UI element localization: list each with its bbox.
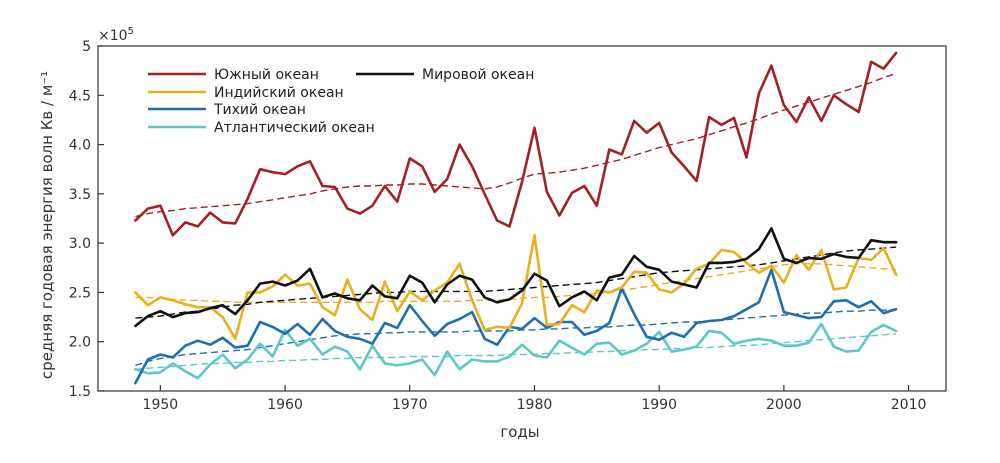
- y-multiplier-base: ×10: [98, 28, 128, 44]
- x-tick-label: 1990: [641, 397, 677, 413]
- axes-frame: [97, 45, 947, 392]
- y-axis-title: средняя годовая энергия волн Кв / м⁻¹: [38, 71, 56, 379]
- legend-label-1: Мировой океан: [422, 67, 534, 83]
- series-lines: [134, 51, 898, 385]
- x-axis: 1950 1960 1970 1980 1990 2000 2010: [143, 385, 927, 413]
- y-tick-label: 4.0: [69, 138, 91, 154]
- x-tick-label: 2000: [766, 397, 802, 413]
- legend-label-3: Тихий океан: [213, 102, 306, 118]
- y-tick-label: 5: [82, 39, 91, 55]
- x-tick-label: 1980: [517, 397, 553, 413]
- y-tick-label: 3.5: [69, 187, 91, 203]
- y-multiplier-exponent: 5: [128, 26, 134, 37]
- x-tick-label: 1950: [143, 397, 179, 413]
- y-axis-multiplier: ×105: [98, 26, 134, 44]
- y-tick-label: 4.5: [69, 88, 91, 104]
- series-4-trend-line: [135, 333, 897, 370]
- y-tick-label: 3.0: [69, 236, 91, 252]
- series-0-line: [134, 51, 898, 237]
- series-1-line: [134, 227, 898, 328]
- x-axis-title: годы: [500, 423, 539, 441]
- series-0-trend-line: [135, 72, 897, 218]
- y-axis: 1.5 2.0 2.5 3.0 3.5 4.0 4.5 5: [69, 39, 104, 400]
- legend-label-0: Южный океан: [214, 67, 319, 83]
- trend-lines: [135, 72, 897, 370]
- series-4-line: [134, 322, 898, 380]
- y-tick-label: 2.0: [69, 335, 91, 351]
- series-3-line: [134, 268, 898, 385]
- legend: Южный океан Мировой океан Индийский океанТ…: [148, 67, 534, 136]
- series-2-line: [134, 234, 898, 341]
- x-tick-label: 1960: [267, 397, 303, 413]
- x-tick-label: 2010: [891, 397, 927, 413]
- legend-label-2: Индийский океан: [214, 85, 344, 101]
- series-1-trend-line: [135, 246, 897, 319]
- x-tick-label: 1970: [392, 397, 428, 413]
- y-tick-label: 1.5: [69, 384, 91, 400]
- legend-label-4: Атлантический океан: [214, 120, 375, 136]
- y-tick-label: 2.5: [69, 285, 91, 301]
